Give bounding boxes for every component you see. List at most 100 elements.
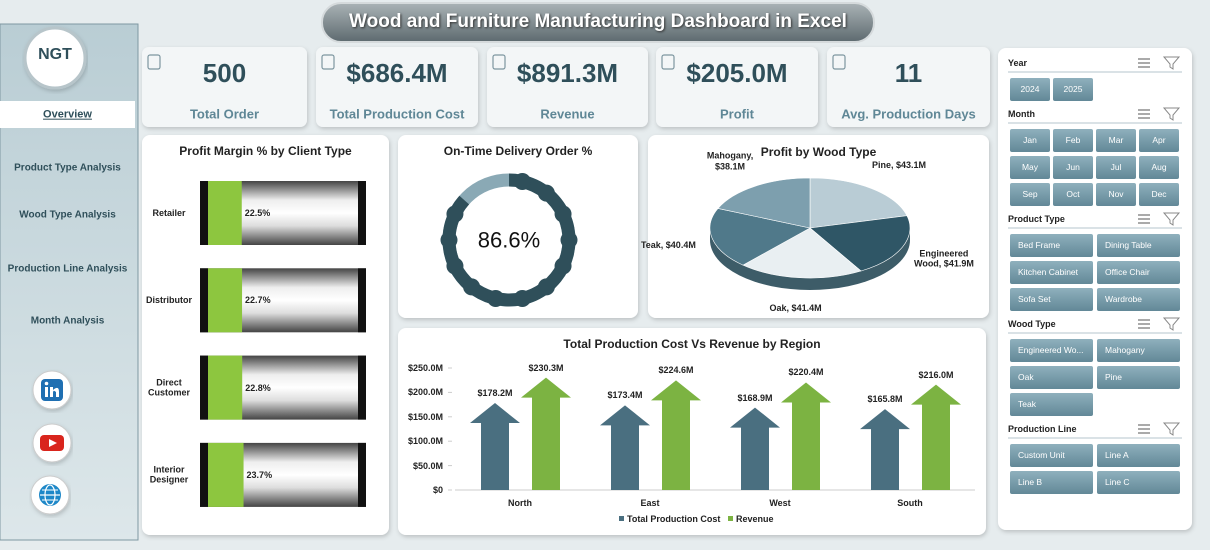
slicer-button[interactable] [1010,156,1050,179]
slicer-button[interactable] [1139,156,1179,179]
category-label: Retailer [152,207,186,218]
slicer-button-label[interactable]: Pine [1105,373,1123,383]
slicer-button[interactable] [1139,129,1179,152]
slicer-button[interactable] [1010,234,1093,257]
slicer-button[interactable] [1096,183,1136,206]
slicer-button-label[interactable]: Office Chair [1105,268,1150,278]
gauge-knob [537,184,555,202]
slicer-button[interactable] [1010,129,1050,152]
bar-cap [358,442,366,507]
slicer-button-label[interactable]: Sep [1022,190,1038,200]
slicer-button-label[interactable]: Mar [1108,136,1124,146]
slicer-button[interactable] [1097,471,1180,494]
slicer-button[interactable] [1010,288,1093,311]
kpi-icon [492,54,506,70]
slicer-button[interactable] [1010,444,1093,467]
slicer-title: Product Type [1008,213,1065,224]
legend-marker [619,516,624,521]
slicer-button[interactable] [1053,183,1093,206]
slicer-button-label[interactable]: Mahogany [1105,346,1145,356]
kpi-value: $686.4M [346,58,448,89]
data-label: Pine, $43.1M [871,159,926,170]
slicer-button[interactable] [1096,129,1136,152]
slicer-button-label[interactable]: Nov [1108,190,1124,200]
slicer-button-label[interactable]: Bed Frame [1018,241,1061,251]
legend-marker [728,516,733,521]
nav-item[interactable]: Wood Type Analysis [19,209,116,221]
slicer-button[interactable] [1053,78,1093,101]
arrow-bar [651,380,701,490]
slicer-button-label[interactable]: Apr [1152,136,1166,146]
slicer-button[interactable] [1053,129,1093,152]
legend-label: Total Production Cost [627,513,721,524]
slicer-button[interactable] [1010,78,1050,101]
slicer-button-label[interactable]: Teak [1018,400,1036,410]
y-tick-label: $200.0M [407,387,443,398]
slicer-button[interactable] [1010,183,1050,206]
slicer-button-label[interactable]: Wardrobe [1105,295,1143,305]
slicer-button[interactable] [1139,183,1179,206]
x-tick-label: West [769,497,791,508]
slicer-button-label[interactable]: Kitchen Cabinet [1018,268,1079,278]
kpi-icon [832,54,846,70]
slicer-button-label[interactable]: Line A [1105,451,1129,461]
kpi-label: Total Production Cost [329,106,465,122]
slicer-button[interactable] [1010,339,1093,362]
slicer-button[interactable] [1097,366,1180,389]
slicer-button[interactable] [1097,234,1180,257]
linkedin-glyph [44,381,49,386]
gauge-value: 86.6% [477,227,541,253]
slicer-button-label[interactable]: Jan [1023,136,1037,146]
slicer-button-label[interactable]: Dec [1151,190,1167,200]
data-label: $224.6M [658,365,694,376]
slicer-button-label[interactable]: Sofa Set [1018,295,1051,305]
slicer-title: Production Line [1008,423,1077,434]
nav-item[interactable]: Overview [43,108,92,121]
slicer-button[interactable] [1097,444,1180,467]
slicer-button-label[interactable]: Line B [1018,478,1043,488]
kpi-value: $891.3M [516,58,619,89]
y-tick-label: $250.0M [407,362,443,373]
kpi-label: Total Order [189,106,260,122]
slicer-title: Year [1008,57,1028,68]
slicer-button[interactable] [1096,156,1136,179]
bar [208,268,243,333]
slicer-filter-icon [1162,56,1181,70]
slicer-button-label[interactable]: Feb [1065,136,1081,146]
slicer-button-label[interactable]: 2025 [1063,85,1083,95]
slicer-button-label[interactable]: 2024 [1020,85,1040,95]
slicer-button-label[interactable]: Oak [1018,373,1034,383]
header-title: Wood and Furniture Manufacturing Dashboa… [349,11,847,33]
bar [208,442,244,507]
slicer-button-label[interactable]: Aug [1151,163,1167,173]
slicer-button-label[interactable]: Jul [1110,163,1122,173]
category-label: Distributor [146,295,192,306]
slicer-button-label[interactable]: Oct [1066,190,1080,200]
x-tick-label: South [897,497,923,508]
slicer-button[interactable] [1010,366,1093,389]
slicer-button-label[interactable]: Engineered Wo... [1018,346,1084,356]
data-label: $173.4M [607,390,643,401]
slicer-button[interactable] [1053,156,1093,179]
slicer-button[interactable] [1097,261,1180,284]
nav-item[interactable]: Production Line Analysis [7,263,128,275]
kpi-card [316,47,478,127]
slicer-button-label[interactable]: Line C [1105,478,1130,488]
gauge-knob [537,278,555,296]
kpi-card [142,47,307,127]
slicer-button[interactable] [1010,471,1093,494]
slicer-button-label[interactable]: Jun [1066,163,1080,173]
slicer-button[interactable] [1097,339,1180,362]
slicer-button-label[interactable]: May [1021,163,1039,173]
arrow-bar [600,405,650,490]
slicer-button[interactable] [1010,261,1093,284]
nav-item[interactable]: Product Type Analysis [14,162,121,174]
slicer-button[interactable] [1097,288,1180,311]
slicer-button-label[interactable]: Dining Table [1105,241,1152,251]
data-label: 22.7% [245,295,271,306]
slicer-button-label[interactable]: Custom Unit [1018,451,1065,461]
slicer-button[interactable] [1010,393,1093,416]
kpi-label: Profit [720,106,754,122]
kpi-value: 11 [894,58,923,89]
nav-item[interactable]: Month Analysis [30,315,105,327]
